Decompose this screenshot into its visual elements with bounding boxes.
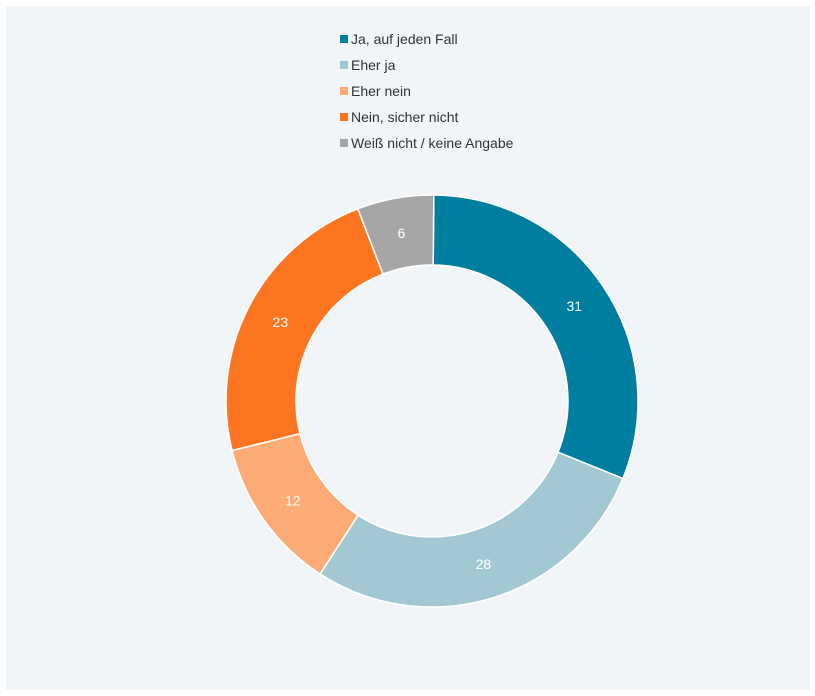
legend-swatch <box>340 113 348 121</box>
donut-chart: 31 28 12 23 6 <box>225 194 639 608</box>
legend-item-nein-sicher-nicht: Nein, sicher nicht <box>340 104 513 130</box>
legend-item-ja-auf-jeden-fall: Ja, auf jeden Fall <box>340 26 513 52</box>
data-label-eher-nein: 12 <box>285 492 301 508</box>
legend-swatch <box>340 87 348 95</box>
donut-slice-weiss-nicht <box>356 194 435 276</box>
legend-swatch <box>340 35 348 43</box>
donut-slice-eher-ja <box>319 451 624 608</box>
legend-item-eher-nein: Eher nein <box>340 78 513 104</box>
legend-swatch <box>340 139 348 147</box>
data-label-weiss-nicht: 6 <box>398 225 406 241</box>
legend-item-eher-ja: Eher ja <box>340 52 513 78</box>
donut-slice-ja-auf-jeden-fall <box>432 194 639 480</box>
legend-label: Weiß nicht / keine Angabe <box>351 135 514 151</box>
donut-slice-nein-sicher-nicht <box>225 207 385 452</box>
legend-label: Ja, auf jeden Fall <box>351 31 458 47</box>
legend-swatch <box>340 61 348 69</box>
data-label-eher-ja: 28 <box>476 556 492 572</box>
chart-panel: Ja, auf jeden Fall Eher ja Eher nein Nei… <box>6 6 810 690</box>
legend-label: Eher nein <box>351 83 411 99</box>
data-label-nein-sicher-nicht: 23 <box>273 314 289 330</box>
data-label-ja-auf-jeden-fall: 31 <box>566 298 582 314</box>
chart-legend: Ja, auf jeden Fall Eher ja Eher nein Nei… <box>340 26 513 156</box>
legend-item-weiss-nicht: Weiß nicht / keine Angabe <box>340 130 513 156</box>
legend-label: Eher ja <box>351 57 396 73</box>
legend-label: Nein, sicher nicht <box>351 109 459 125</box>
